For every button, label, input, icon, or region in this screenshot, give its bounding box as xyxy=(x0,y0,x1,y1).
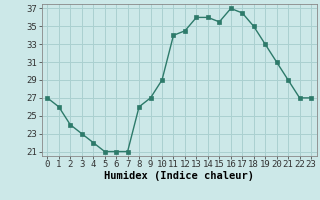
X-axis label: Humidex (Indice chaleur): Humidex (Indice chaleur) xyxy=(104,171,254,181)
